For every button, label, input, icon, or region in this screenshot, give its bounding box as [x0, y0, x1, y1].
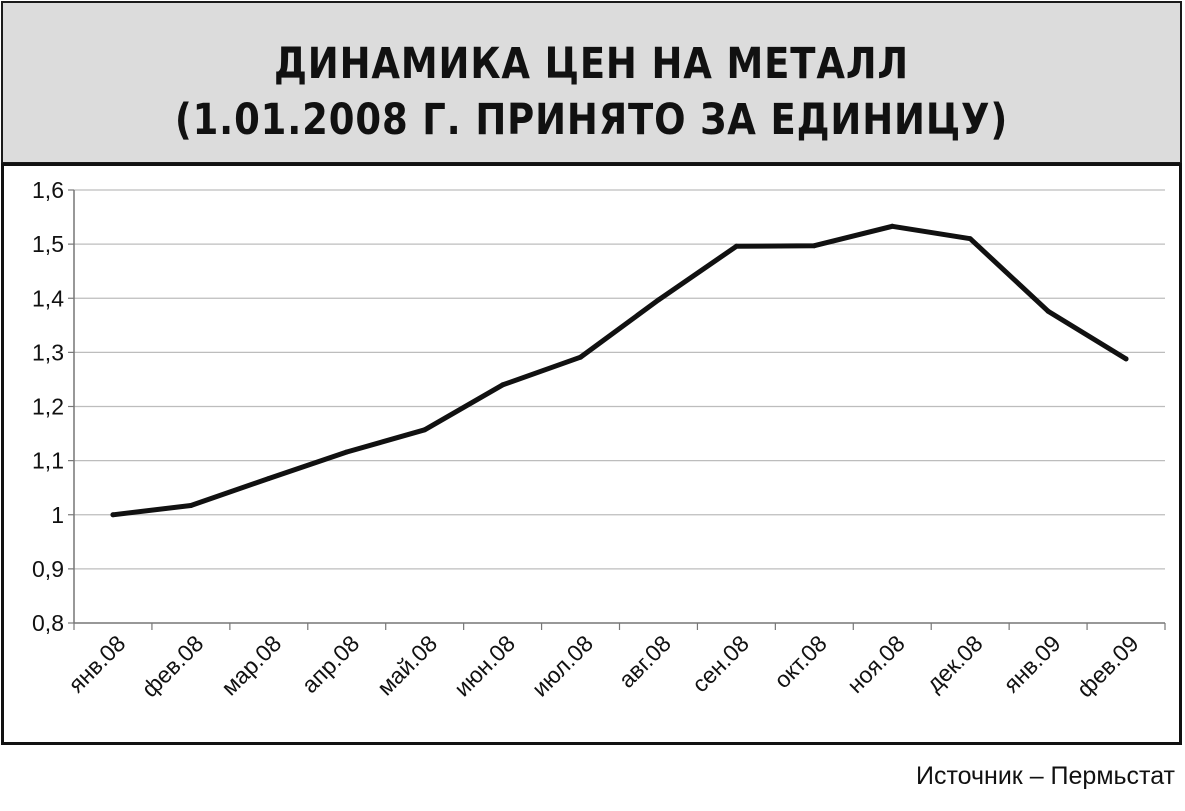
y-tick-label: 1,2: [32, 394, 64, 420]
chart-title-line-1: ДИНАМИКА ЦЕН НА МЕТАЛЛ: [273, 39, 910, 89]
x-tick-label: окт.08: [769, 630, 832, 693]
data-point: [578, 354, 584, 360]
axes: [68, 189, 1166, 630]
x-tick-label: июн.08: [449, 630, 520, 701]
title-banner: ДИНАМИКА ЦЕН НА МЕТАЛЛ (1.01.2008 Г. ПРИ…: [1, 1, 1182, 164]
gridlines: [74, 189, 1165, 570]
y-tick-label: 0,9: [32, 556, 64, 582]
x-tick-label: ноя.08: [842, 630, 910, 698]
data-point: [889, 223, 895, 229]
y-tick-label: 1,3: [32, 339, 64, 365]
chart-frame: 0,8 0,9 1 1,1 1,2 1,3 1,4 1,5 1,6 янв.08 фев.08 ма…: [1, 163, 1182, 745]
x-tick-label: дек.08: [921, 630, 988, 697]
x-tick-label: июл.08: [527, 630, 598, 701]
data-point: [110, 512, 116, 518]
x-tick-label: янв.08: [63, 630, 130, 697]
x-tick-label: мар.08: [216, 630, 286, 700]
y-tick-label: 1: [51, 502, 64, 528]
y-tick-label: 1,1: [32, 448, 64, 474]
data-point: [500, 382, 506, 388]
data-point: [655, 297, 661, 303]
x-tick-labels: янв.08 фев.08 мар.08 апр.08 май.08 июн.08 июл.…: [63, 630, 1144, 702]
source-note: Источник – Пермьстат: [916, 762, 1175, 790]
line-chart: 0,80,911,11,21,31,41,51,6 янв.08 фев.08 ма…: [32, 177, 1166, 702]
x-tick-label: фев.08: [136, 630, 208, 702]
x-tick-label: май.08: [372, 630, 442, 700]
data-point: [1045, 308, 1051, 314]
data-point: [811, 243, 817, 249]
x-tick-label: апр.08: [296, 630, 364, 698]
chart-title-line-2: (1.01.2008 Г. ПРИНЯТО ЗА ЕДИНИЦУ): [174, 95, 1009, 145]
x-tick-label: янв.09: [998, 630, 1065, 697]
data-point: [733, 243, 739, 249]
y-tick-label: 1,5: [32, 231, 64, 257]
data-point: [344, 449, 350, 455]
data-point: [967, 236, 973, 242]
data-point: [1123, 356, 1129, 362]
y-tick-label: 1,4: [32, 285, 64, 311]
x-tick-label: авг.08: [613, 630, 676, 693]
data-point: [266, 475, 272, 481]
y-tick-label: 1,6: [32, 177, 64, 203]
series-line: [110, 223, 1129, 518]
data-point: [188, 503, 194, 509]
x-tick-label: сен.08: [687, 630, 754, 697]
data-point: [422, 427, 428, 433]
x-tick-label: фев.09: [1072, 630, 1144, 702]
y-tick-label: 0,8: [32, 610, 64, 636]
y-tick-labels: 0,8 0,9 1 1,1 1,2 1,3 1,4 1,5 1,6: [32, 177, 64, 636]
series: [110, 223, 1129, 518]
